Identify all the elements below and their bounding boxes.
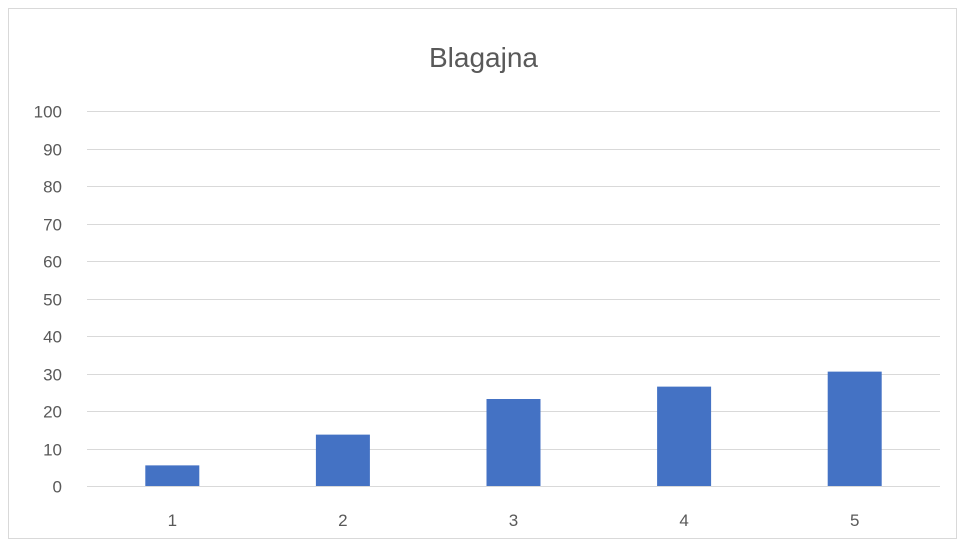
y-tick-label: 70 (43, 216, 62, 235)
x-tick-label: 1 (168, 511, 177, 530)
y-tick-label: 50 (43, 291, 62, 310)
y-tick-label: 20 (43, 403, 62, 422)
chart-title: Blagajna (429, 42, 538, 73)
y-tick-label: 30 (43, 366, 62, 385)
y-tick-label: 40 (43, 328, 62, 347)
chart-area: Blagajna 0 10 20 30 40 50 60 70 80 90 100 1 2 3 4 5 (8, 8, 957, 539)
y-tick-label: 80 (43, 178, 62, 197)
bar-3 (486, 399, 541, 486)
y-tick-label: 100 (34, 103, 62, 122)
bar-chart: Blagajna 0 10 20 30 40 50 60 70 80 90 100 1 2 3 4 5 (34, 42, 940, 530)
bar-2 (315, 434, 370, 486)
x-axis-tick-labels: 1 2 3 4 5 (168, 511, 860, 530)
y-tick-label: 0 (53, 478, 62, 497)
y-tick-label: 90 (43, 141, 62, 160)
x-tick-label: 3 (509, 511, 518, 530)
y-axis-tick-labels: 0 10 20 30 40 50 60 70 80 90 100 (34, 103, 62, 497)
bar-5 (827, 371, 882, 486)
bar-4 (657, 386, 712, 486)
bars (145, 371, 882, 486)
y-tick-label: 10 (43, 441, 62, 460)
x-tick-label: 2 (338, 511, 347, 530)
gridlines (87, 111, 940, 487)
y-tick-label: 60 (43, 253, 62, 272)
bar-1 (145, 465, 200, 486)
x-tick-label: 5 (850, 511, 859, 530)
x-tick-label: 4 (679, 511, 688, 530)
